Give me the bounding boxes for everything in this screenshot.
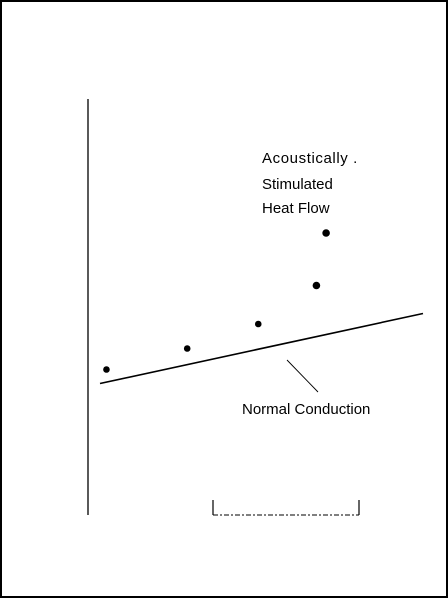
- annotation-line-3: Heat Flow: [262, 200, 330, 217]
- normal-conduction-line: [99, 312, 424, 385]
- bottom-bracket: [212, 500, 360, 516]
- data-points: [103, 229, 330, 373]
- data-point-5: [322, 229, 330, 237]
- normal-conduction-label: Normal Conduction: [242, 401, 370, 418]
- data-point-2: [183, 345, 191, 352]
- annotation-line-2: Stimulated: [262, 176, 333, 193]
- data-point-3: [254, 320, 262, 328]
- annotation-line-1: Acoustically .: [262, 150, 358, 167]
- normal-conduction-leader: [286, 359, 319, 393]
- data-point-1: [103, 366, 110, 373]
- data-point-4: [312, 281, 321, 290]
